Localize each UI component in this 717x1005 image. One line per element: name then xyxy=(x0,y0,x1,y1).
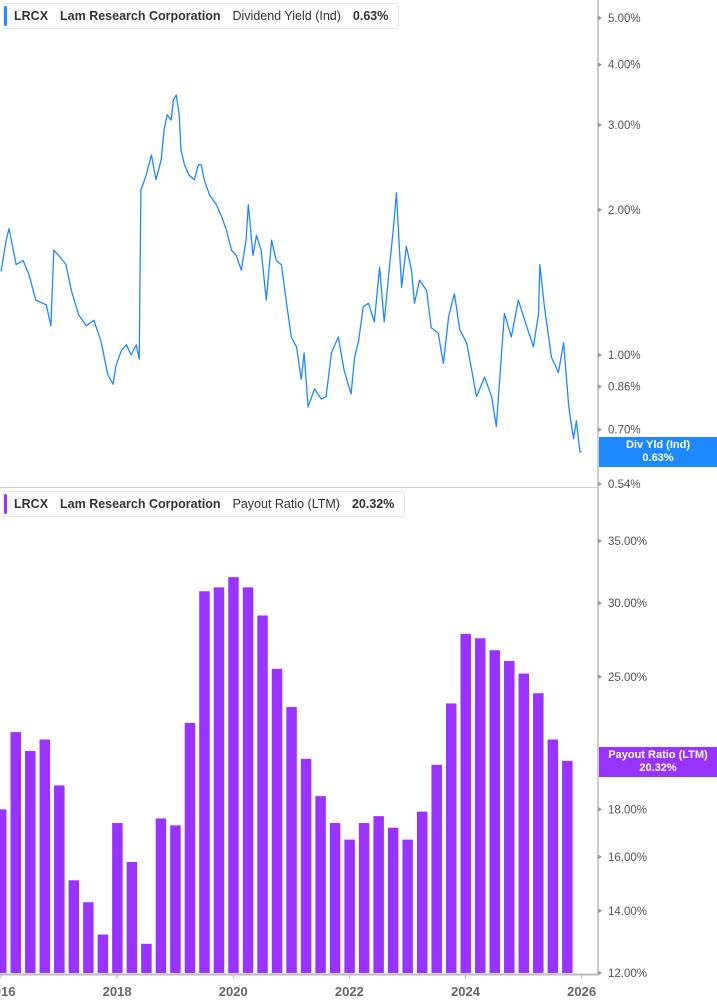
payout-bar xyxy=(387,827,399,973)
payout-bar xyxy=(97,934,109,973)
payout-bar xyxy=(416,811,428,973)
payout-axis-tick-label: 16.00% xyxy=(608,852,647,864)
payout-axis-tick-label: 25.00% xyxy=(608,672,647,684)
payout-bar xyxy=(242,587,254,973)
payout-bar xyxy=(257,615,268,973)
yield-axis-tick-label: 3.00% xyxy=(608,120,641,132)
payout-bar xyxy=(315,796,326,973)
yield-current-badge: Div Yld (Ind) 0.63% xyxy=(599,437,717,467)
yield-axis-tick-mark xyxy=(598,15,602,21)
payout-bar xyxy=(112,823,123,973)
payout-bar xyxy=(547,739,559,973)
yield-axis-tick-mark xyxy=(598,384,602,390)
legend-ticker: LRCX xyxy=(14,9,49,23)
badge-value: 0.63% xyxy=(642,452,674,464)
payout-current-badge: Payout Ratio (LTM) 20.32% xyxy=(599,747,717,777)
legend-company: Lam Research Corporation xyxy=(60,497,221,511)
payout-bar xyxy=(329,823,341,973)
payout-bar xyxy=(562,760,573,973)
payout-bar xyxy=(141,943,152,973)
x-tick-label: 2016 xyxy=(0,984,15,999)
legend-value: 20.32% xyxy=(351,497,395,511)
yield-axis-tick-label: 0.70% xyxy=(608,425,641,437)
payout-axis-tick-mark xyxy=(598,908,602,914)
payout-bar xyxy=(402,839,413,973)
yield-legend: LRCX Lam Research Corporation Dividend Y… xyxy=(3,3,400,29)
payout-bar xyxy=(271,668,283,973)
yield-axis-tick-mark xyxy=(598,62,602,68)
payout-bar xyxy=(68,880,80,973)
payout-bar xyxy=(54,785,65,973)
payout-axis-tick-mark xyxy=(598,538,602,544)
payout-axis-tick-label: 18.00% xyxy=(608,804,647,816)
x-tick-label: 2026 xyxy=(567,984,596,999)
x-tick-label: 2022 xyxy=(335,984,364,999)
payout-bar xyxy=(170,825,181,973)
payout-bar xyxy=(358,823,370,973)
payout-bar xyxy=(228,577,239,973)
payout-bar xyxy=(344,839,355,973)
x-tick-label: 2020 xyxy=(219,984,248,999)
yield-axis-tick-label: 0.54% xyxy=(608,479,641,491)
payout-bar xyxy=(504,660,515,973)
badge-value: 20.32% xyxy=(639,762,677,774)
payout-bar xyxy=(184,722,196,973)
legend-company: Lam Research Corporation xyxy=(60,9,221,23)
yield-axis-tick-mark xyxy=(598,207,602,213)
payout-axis-tick-label: 12.00% xyxy=(608,968,647,980)
legend-metric: Payout Ratio (LTM) xyxy=(232,497,340,511)
payout-bar xyxy=(373,816,384,973)
yield-axis-tick-label: 0.86% xyxy=(608,382,641,394)
legend-value: 0.63% xyxy=(352,9,389,23)
payout-bar xyxy=(213,587,225,973)
legend-ticker: LRCX xyxy=(14,497,49,511)
yield-axis-tick-mark xyxy=(598,352,602,358)
payout-bar xyxy=(25,751,36,973)
payout-bar xyxy=(533,693,544,973)
payout-bar xyxy=(10,732,22,973)
yield-legend-swatch xyxy=(4,6,7,26)
yield-axis-tick-label: 5.00% xyxy=(608,13,641,25)
payout-legend: LRCX Lam Research Corporation Payout Rat… xyxy=(3,491,406,517)
yield-axis-tick-label: 4.00% xyxy=(608,60,641,72)
payout-axis-tick-label: 14.00% xyxy=(608,906,647,918)
payout-bar xyxy=(199,591,210,973)
yield-axis-tick-mark xyxy=(598,427,602,433)
payout-legend-swatch xyxy=(4,494,7,514)
payout-axis-tick-mark xyxy=(598,806,602,812)
yield-axis-tick-label: 2.00% xyxy=(608,205,641,217)
payout-bar xyxy=(286,706,297,973)
payout-bar xyxy=(431,764,442,973)
x-tick-label: 2018 xyxy=(103,984,132,999)
yield-axis-tick-mark xyxy=(598,122,602,128)
yield-axis-tick-label: 1.00% xyxy=(608,350,641,362)
payout-bar xyxy=(474,638,486,973)
payout-bar xyxy=(126,861,138,973)
dividend-yield-line xyxy=(0,94,582,453)
badge-label: Div Yld (Ind) xyxy=(626,439,690,451)
payout-bar xyxy=(489,650,501,973)
yield-axis-tick-mark xyxy=(598,481,602,487)
x-tick-label: 2024 xyxy=(451,984,481,999)
badge-label: Payout Ratio (LTM) xyxy=(608,749,708,761)
payout-axis-tick-label: 35.00% xyxy=(608,536,647,548)
payout-axis-tick-mark xyxy=(598,600,602,606)
payout-bar xyxy=(300,758,312,973)
payout-bar xyxy=(83,902,94,973)
payout-bar xyxy=(460,633,471,973)
payout-axis-tick-mark xyxy=(598,854,602,860)
payout-bar xyxy=(0,809,7,973)
payout-axis-tick-mark xyxy=(598,970,602,976)
payout-bar xyxy=(445,703,457,973)
payout-axis-tick-mark xyxy=(598,674,602,680)
payout-bar xyxy=(39,739,51,973)
payout-bar xyxy=(155,818,167,973)
legend-metric: Dividend Yield (Ind) xyxy=(232,9,341,23)
payout-bar xyxy=(518,673,530,973)
payout-axis-tick-label: 30.00% xyxy=(608,598,647,610)
